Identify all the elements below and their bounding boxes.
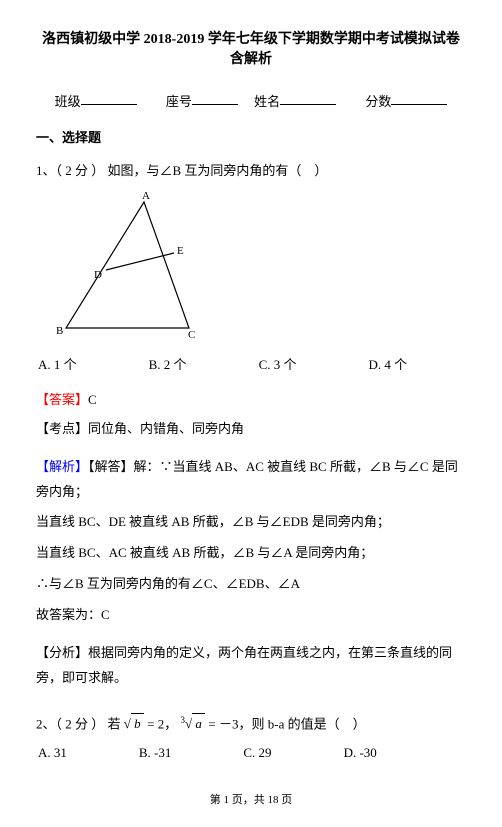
lbl-score: 分数	[365, 91, 391, 105]
comma: ，	[164, 716, 177, 731]
blank-seat	[192, 91, 238, 105]
sqrt-b: √ b	[124, 713, 144, 735]
jx-label: 【解析】	[36, 459, 88, 474]
fill-row: 班级 座号 姓名 分数	[36, 86, 466, 105]
q1-explain-4: ∴与∠B 互为同旁内角的有∠C、∠EDB、∠A	[36, 572, 466, 597]
kd-label: 【考点】	[36, 421, 88, 436]
q1-opt-a: A. 1 个	[38, 354, 147, 373]
cbrt-a: √ a	[185, 713, 205, 735]
blank-class	[81, 91, 137, 105]
q1-explain-3: 当直线 BC、AC 被直线 AB 所截，∠B 与∠A 是同旁内角；	[36, 541, 466, 566]
q1-explain-1: 【解析】【解答】解：∵当直线 AB、AC 被直线 BC 所截，∠B 与∠C 是同…	[36, 455, 466, 504]
q2-num: 2、	[36, 716, 56, 731]
q1-opt-b: B. 2 个	[149, 354, 257, 373]
q1-answer: 【答案】C	[36, 389, 466, 408]
pt-C: C	[188, 329, 195, 340]
kd-val: 同位角、内错角、同旁内角	[88, 421, 244, 436]
pt-E: E	[177, 245, 184, 257]
lbl-name: 姓名	[254, 91, 280, 105]
q2-opt-b: B. -31	[139, 745, 242, 761]
q1-analysis: 【分析】根据同旁内角的定义，两个角在两直线之内，在第三条直线的同旁，即可求解。	[36, 641, 466, 690]
q1-opt-d: D. 4 个	[368, 354, 407, 373]
ans-val: C	[88, 392, 97, 407]
blank-name	[280, 91, 336, 105]
q2-tail: ，则 b-a 的值是（ ）	[239, 716, 366, 731]
q1-stem: 1、（ 2 分 ） 如图，与∠B 互为同旁内角的有（ ）	[36, 160, 466, 182]
eq1: = 2	[147, 716, 164, 731]
pt-D: D	[94, 269, 102, 281]
q2-opt-a: A. 31	[38, 745, 137, 761]
lbl-seat: 座号	[166, 91, 192, 105]
lbl-class: 班级	[55, 91, 81, 105]
page-footer: 第 1 页，共 18 页	[36, 791, 466, 807]
ans-label: 【答案】	[36, 392, 88, 407]
q1-explain-2: 当直线 BC、DE 被直线 AB 所截，∠B 与∠EDB 是同旁内角；	[36, 510, 466, 535]
q1-num: 1、	[36, 163, 56, 178]
q1-options: A. 1 个 B. 2 个 C. 3 个 D. 4 个	[36, 352, 409, 375]
section-heading: 一、选择题	[36, 127, 466, 146]
q1-figure: A B C D E	[54, 190, 466, 344]
fx-text: 根据同旁内角的定义，两个角在两直线之内，在第三条直线的同旁，即可求解。	[36, 645, 452, 685]
q1-opt-c: C. 3 个	[259, 354, 367, 373]
doc-title: 洛西镇初级中学 2018-2019 学年七年级下学期数学期中考试模拟试卷含解析	[36, 28, 466, 68]
q2-opt-c: C. 29	[243, 745, 341, 761]
eq2: = －3	[208, 716, 238, 731]
q1-topic: 【考点】同位角、内错角、同旁内角	[36, 418, 466, 437]
fx-label: 【分析】	[36, 645, 88, 660]
q2-text-a: （ 2 分 ） 若	[56, 716, 124, 731]
jx-text: 【解答】解：∵当直线 AB、AC 被直线 BC 所截，∠B 与∠C 是同旁内角；	[36, 459, 458, 499]
q1-text: （ 2 分 ） 如图，与∠B 互为同旁内角的有（ ）	[56, 163, 328, 178]
q2-options: A. 31 B. -31 C. 29 D. -30	[36, 743, 379, 763]
pt-B: B	[56, 325, 63, 337]
q1-explain-5: 故答案为：C	[36, 603, 466, 628]
blank-score	[391, 91, 447, 105]
pt-A: A	[142, 190, 150, 202]
q2-stem: 2、（ 2 分 ） 若 √ b = 2， 3√ a = －3，则 b-a 的值是…	[36, 713, 466, 735]
rad-a: a	[195, 716, 202, 731]
q2-opt-d: D. -30	[344, 745, 377, 761]
rad-b: b	[134, 716, 141, 731]
